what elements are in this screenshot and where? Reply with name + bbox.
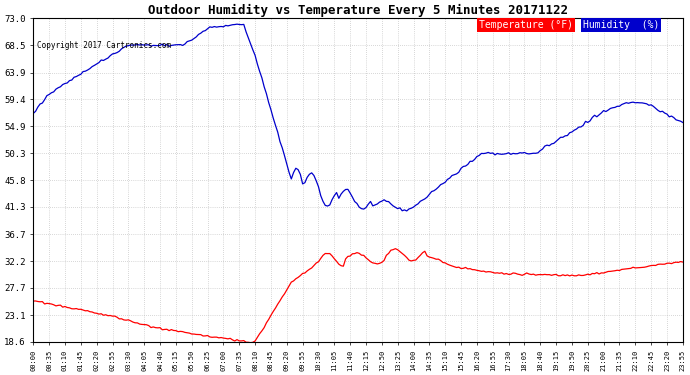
Text: Copyright 2017 Cartronics.com: Copyright 2017 Cartronics.com <box>37 41 171 50</box>
Title: Outdoor Humidity vs Temperature Every 5 Minutes 20171122: Outdoor Humidity vs Temperature Every 5 … <box>148 4 568 17</box>
Text: Temperature (°F): Temperature (°F) <box>480 20 573 30</box>
Text: Humidity  (%): Humidity (%) <box>583 20 659 30</box>
